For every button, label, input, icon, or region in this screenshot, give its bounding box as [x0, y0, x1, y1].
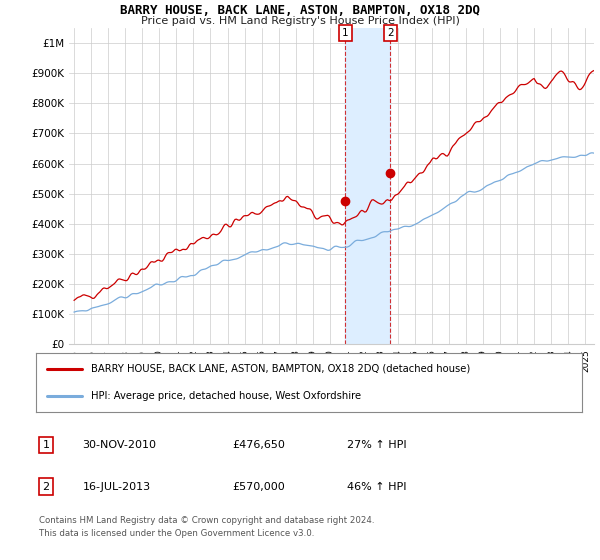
Text: 1: 1 [342, 28, 349, 38]
Text: 16-JUL-2013: 16-JUL-2013 [82, 482, 151, 492]
Text: 27% ↑ HPI: 27% ↑ HPI [347, 440, 407, 450]
Text: 2: 2 [43, 482, 50, 492]
Text: £476,650: £476,650 [233, 440, 286, 450]
Text: BARRY HOUSE, BACK LANE, ASTON, BAMPTON, OX18 2DQ (detached house): BARRY HOUSE, BACK LANE, ASTON, BAMPTON, … [91, 363, 470, 374]
Text: Price paid vs. HM Land Registry's House Price Index (HPI): Price paid vs. HM Land Registry's House … [140, 16, 460, 26]
Bar [346, 28, 390, 344]
Text: 46% ↑ HPI: 46% ↑ HPI [347, 482, 407, 492]
Text: 2: 2 [387, 28, 394, 38]
Text: Contains HM Land Registry data © Crown copyright and database right 2024.
This d: Contains HM Land Registry data © Crown c… [39, 516, 374, 538]
Text: HPI: Average price, detached house, West Oxfordshire: HPI: Average price, detached house, West… [91, 391, 361, 401]
Text: BARRY HOUSE, BACK LANE, ASTON, BAMPTON, OX18 2DQ: BARRY HOUSE, BACK LANE, ASTON, BAMPTON, … [120, 4, 480, 17]
Text: 1: 1 [43, 440, 50, 450]
Text: £570,000: £570,000 [233, 482, 286, 492]
Text: 30-NOV-2010: 30-NOV-2010 [82, 440, 157, 450]
